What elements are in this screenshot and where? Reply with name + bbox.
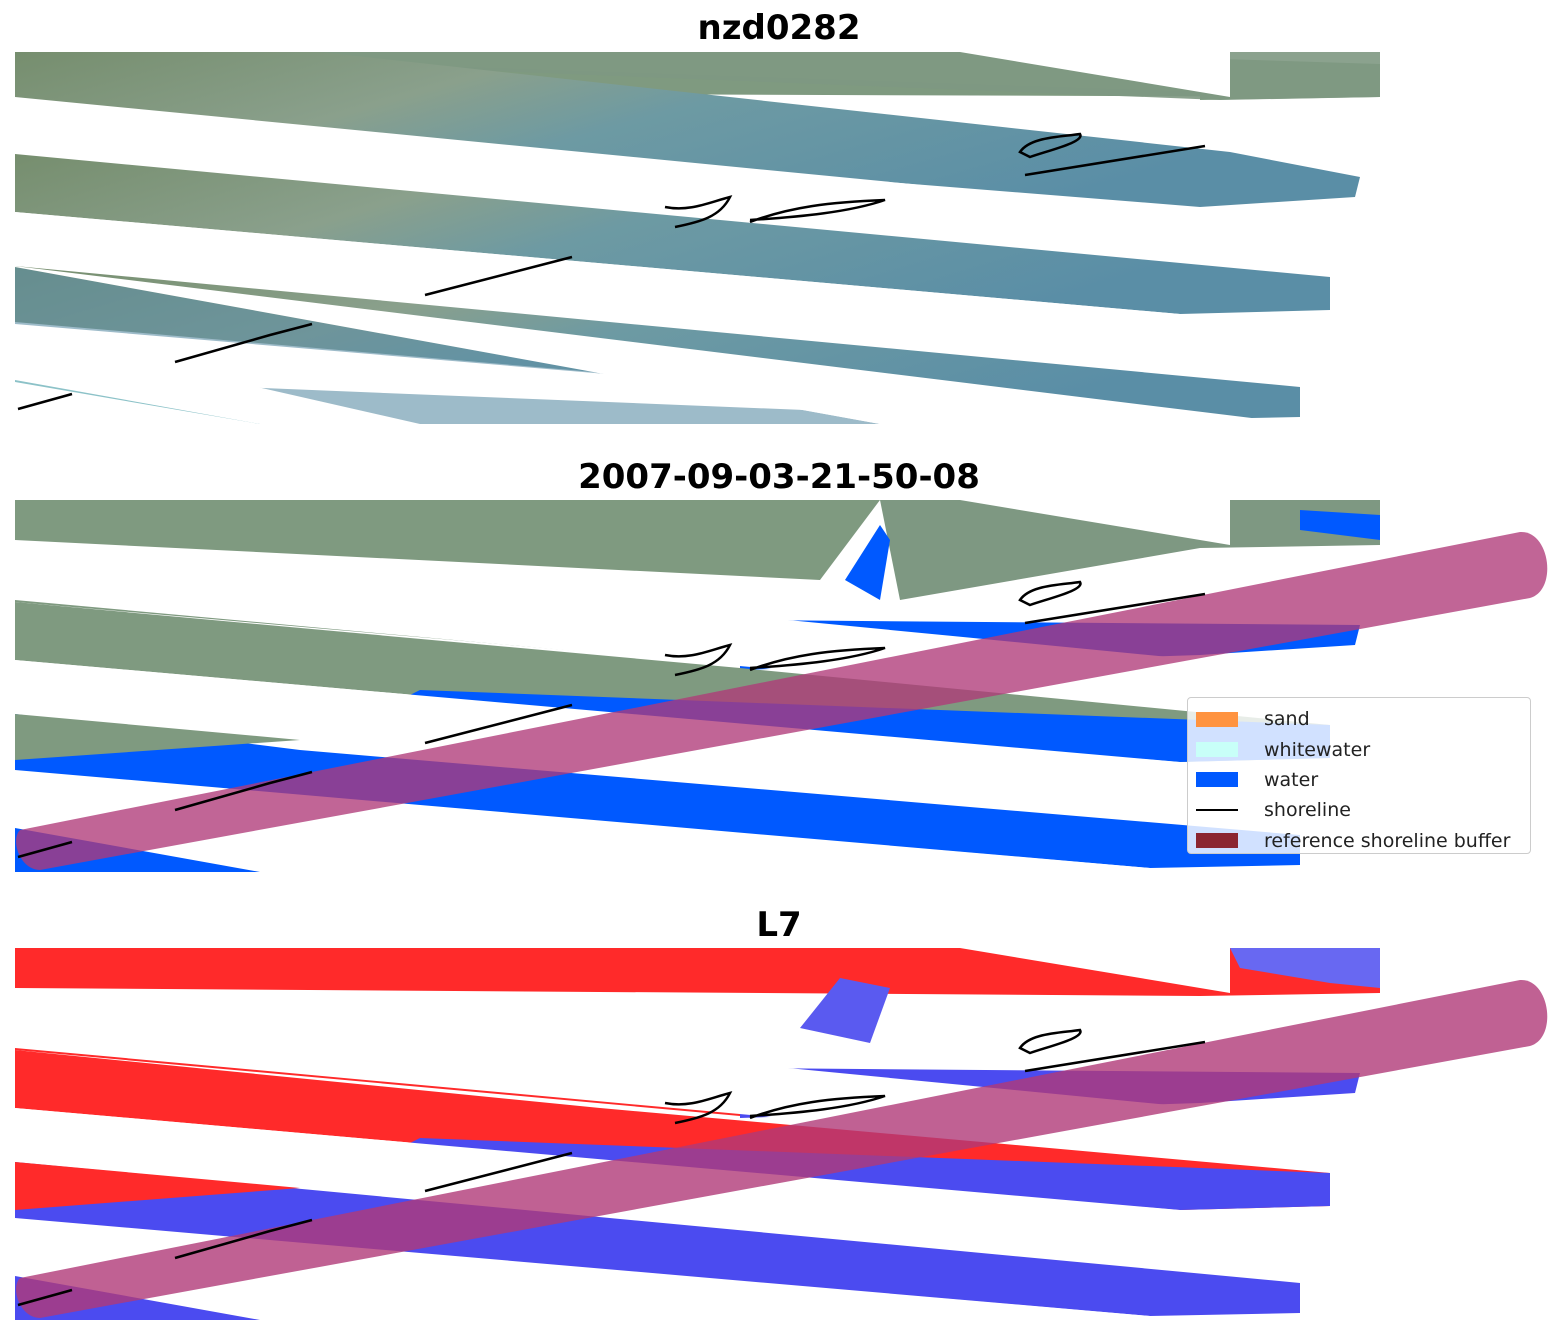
shoreline: [17, 1028, 1206, 1307]
legend-label: whitewater: [1264, 738, 1371, 761]
legend-item-whitewater: whitewater: [1196, 734, 1522, 764]
reference-shoreline-buffer: [16, 531, 1548, 870]
legend-label: water: [1264, 768, 1319, 791]
reference-shoreline-buffer: [16, 979, 1548, 1318]
strip: [15, 266, 1300, 420]
legend-item-water: water: [1196, 765, 1522, 795]
legend-item-shoreline: shoreline: [1196, 795, 1522, 825]
sand-swatch: [1196, 711, 1238, 727]
rgb-image-panel: [0, 52, 1558, 424]
strip: [15, 52, 1360, 207]
legend: sand whitewater water shoreline referenc…: [1187, 697, 1531, 854]
shoreline: [17, 580, 1206, 859]
whitewater-swatch: [1196, 742, 1238, 758]
panel-title-3: L7: [756, 905, 802, 945]
legend-label: sand: [1264, 708, 1310, 731]
legend-item-reference-buffer: reference shoreline buffer: [1196, 826, 1522, 856]
index-image: [15, 948, 1548, 1320]
buffer-swatch: [1196, 833, 1238, 849]
strip: [15, 154, 1330, 314]
shoreline-swatch: [1196, 809, 1238, 812]
rgb-image: [15, 52, 1380, 424]
strip-gaps: [15, 52, 1300, 424]
classification-panel: [0, 500, 1558, 872]
legend-item-sand: sand: [1196, 704, 1522, 734]
panel-title-2: 2007-09-03-21-50-08: [578, 457, 980, 497]
classification-image: [15, 500, 1548, 872]
shoreline: [17, 132, 1206, 411]
index-panel: [0, 948, 1558, 1320]
legend-label: reference shoreline buffer: [1264, 829, 1511, 852]
panel-title-1: nzd0282: [697, 8, 861, 48]
legend-label: shoreline: [1264, 799, 1351, 822]
water-swatch: [1196, 772, 1238, 788]
